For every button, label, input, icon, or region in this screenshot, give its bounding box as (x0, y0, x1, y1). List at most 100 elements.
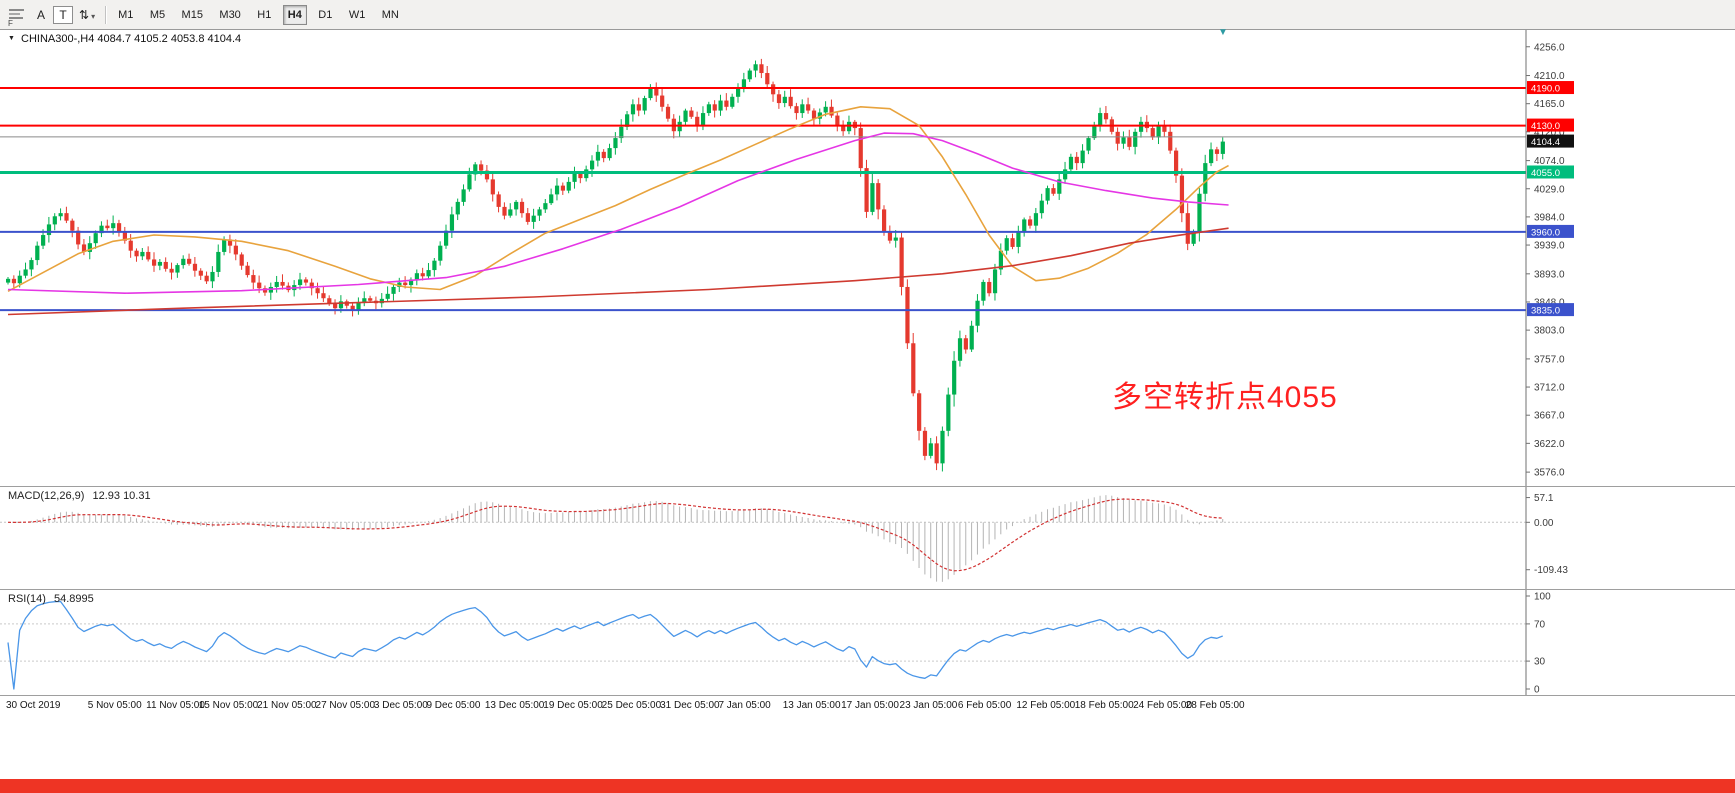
candle-body (99, 225, 104, 234)
time-axis[interactable]: 30 Oct 2019 5 Nov 05:00 11 Nov 05:00 15 Nov… (0, 695, 1735, 715)
candle-body (1086, 138, 1091, 151)
candle-body (940, 430, 945, 464)
collapse-triangle-icon[interactable]: ▼ (8, 35, 15, 42)
ma-fast-orange-line (7, 106, 1229, 293)
price-tick-label: 4256.0 (1534, 42, 1565, 53)
candle-body (776, 94, 782, 104)
candle-body (152, 259, 157, 266)
candle-body (519, 201, 525, 214)
macd-panel-canvas[interactable]: 57.1 0.00 -109.43 (0, 487, 1735, 590)
candle-body (747, 70, 752, 80)
candle-body (1156, 125, 1161, 138)
time-axis-label: 21 Nov 05:00 (257, 700, 317, 711)
ohlc-values: 4084.7 4105.2 4053.8 4104.4 (97, 33, 242, 45)
candle-body (1179, 175, 1185, 214)
candle-body (169, 268, 174, 273)
timeframe-button-w1[interactable]: W1 (344, 5, 371, 25)
candle-body (1174, 150, 1179, 176)
svg-text:4130.0: 4130.0 (1531, 121, 1560, 132)
time-axis-label: 31 Dec 05:00 (660, 700, 720, 711)
candle-body (379, 298, 384, 304)
candle-body (35, 245, 40, 261)
candle-body (23, 269, 28, 276)
price-tag-4055.0 (1527, 165, 1574, 179)
arrows-icon: ⇅ (79, 7, 90, 22)
timeframe-button-mn[interactable]: MN (377, 5, 404, 25)
candle-body (665, 106, 671, 119)
rsi-panel-canvas[interactable]: 100 70 30 0 (0, 590, 1735, 695)
candle-body (157, 261, 163, 266)
candle-body (823, 106, 828, 113)
profile-badge-label: F (8, 18, 13, 28)
chart-list-icon[interactable]: F (6, 3, 28, 28)
timeframe-button-m30[interactable]: M30 (214, 5, 245, 25)
candle-body (187, 258, 192, 264)
time-axis-label: 15 Nov 05:00 (198, 700, 259, 711)
candle-body (181, 258, 186, 266)
price-tick-label: 3893.0 (1534, 269, 1565, 280)
label-tool-button[interactable]: T (53, 5, 73, 24)
candle-body (549, 194, 554, 204)
candle-body (350, 305, 355, 310)
candle-body (473, 164, 478, 175)
candle-body (403, 282, 408, 286)
candle-body (41, 235, 46, 246)
main-chart-canvas[interactable]: 4256.0 4210.0 4165.0 4120.0 4074.0 4029.0 3984… (0, 30, 1735, 487)
candle-body (765, 73, 770, 85)
candle-body (420, 273, 425, 277)
candle-body (175, 265, 180, 273)
candle-body (216, 251, 221, 272)
candle-body (736, 88, 741, 97)
candle-body (87, 243, 92, 252)
candle-body (76, 230, 81, 245)
candle-body (1010, 238, 1015, 247)
candle-body (636, 104, 641, 111)
text-tool-button[interactable]: A (31, 5, 51, 25)
candle-body (198, 270, 203, 276)
candle-body (1016, 231, 1021, 247)
candle-body (222, 239, 227, 252)
candle-body (811, 110, 817, 119)
candle-body (432, 260, 437, 271)
candle-body (800, 104, 805, 114)
candle-body (122, 231, 127, 241)
timeframe-button-m1[interactable]: M1 (113, 5, 138, 25)
candle-body (1203, 163, 1208, 194)
candle-body (192, 263, 198, 271)
rsi-tick-label: 70 (1534, 619, 1546, 630)
candle-body (1220, 141, 1225, 154)
rsi-value: 54.8995 (53, 593, 94, 605)
candle-body (601, 151, 606, 159)
candle-body (934, 443, 939, 464)
timeframe-button-h4[interactable]: H4 (282, 4, 307, 25)
timeframe-button-m15[interactable]: M15 (177, 5, 208, 25)
candle-body (613, 138, 618, 149)
chart-list-glyph (9, 8, 24, 19)
candle-body (116, 223, 122, 232)
candle-body (356, 302, 361, 310)
rsi-tick-label: 30 (1534, 657, 1546, 668)
price-tick-label: 4074.0 (1534, 156, 1565, 167)
candle-body (1033, 213, 1039, 226)
candle-body (531, 215, 536, 222)
candle-body (893, 237, 898, 241)
rsi-line (7, 600, 1223, 690)
arrows-tool-button[interactable]: ⇅ ▾ (75, 5, 99, 25)
chart-annotation-text: 多空转折点4055 (1112, 381, 1338, 414)
time-axis-label: 27 Nov 05:00 (315, 700, 376, 711)
timeframe-button-m5[interactable]: M5 (145, 5, 170, 25)
candle-body (835, 115, 840, 125)
scroll-to-end-icon[interactable]: ▼ (1218, 27, 1228, 38)
candle-body (467, 174, 472, 190)
candle-body (759, 64, 764, 74)
price-tick-label: 4165.0 (1534, 99, 1565, 110)
timeframe-button-d1[interactable]: D1 (313, 5, 337, 25)
candle-body (455, 201, 460, 215)
candle-body (952, 360, 957, 395)
candle-body (741, 79, 747, 89)
candle-body (111, 223, 116, 229)
candle-body (309, 282, 314, 289)
timeframe-button-h1[interactable]: H1 (252, 5, 276, 25)
candle-body (1214, 149, 1220, 154)
candle-body (806, 104, 811, 111)
